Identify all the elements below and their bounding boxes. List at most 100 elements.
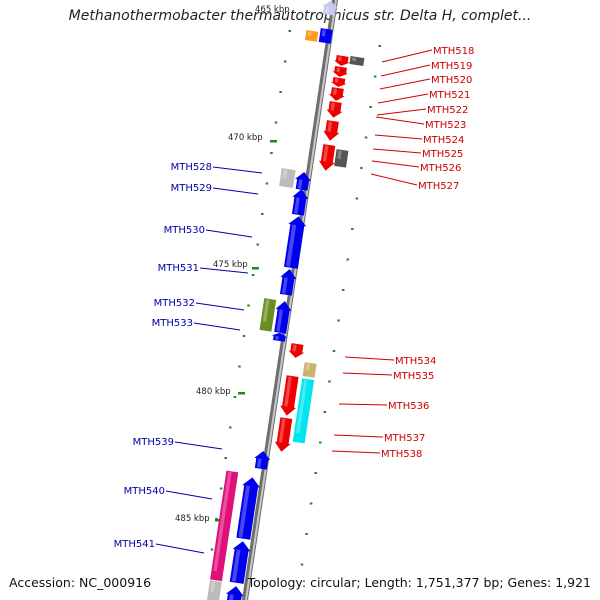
leader-MTH533 <box>193 322 241 331</box>
major-tick <box>215 519 222 522</box>
scale-labels: 465 kbp 470 kbp 475 kbp 480 kbp 485 kbp <box>175 5 290 524</box>
tick-mark <box>332 350 336 352</box>
gene-MTH518 <box>333 55 350 66</box>
gene-MTH540-m <box>210 470 239 582</box>
gene-MTH520 <box>332 66 349 77</box>
label-MTH539: MTH539 <box>133 437 174 448</box>
tick-mark <box>251 274 255 276</box>
leader-MTH529 <box>212 187 259 195</box>
tick-mark <box>300 563 304 566</box>
label-MTH518: MTH518 <box>433 46 474 57</box>
tick-mark <box>346 258 349 261</box>
gene-MTH536-b <box>292 378 315 444</box>
topology-text: Topology: circular; Length: 1,751,377 bp… <box>247 575 591 590</box>
leader-MTH540 <box>165 490 213 500</box>
leader-MTH532 <box>195 302 245 311</box>
tick-mark <box>229 426 232 429</box>
tick-mark <box>341 289 345 291</box>
leader-MTH527 <box>370 173 418 186</box>
gene-MTH529 <box>291 189 309 216</box>
leader-MTH536 <box>338 403 388 406</box>
tick-mark <box>265 182 269 185</box>
tick-mark <box>351 228 354 230</box>
major-tick <box>238 392 245 395</box>
label-MTH525: MTH525 <box>422 149 463 160</box>
gene-MTH523 <box>326 101 343 118</box>
label-MTH522: MTH522 <box>427 105 468 116</box>
tick-mark <box>247 304 250 307</box>
tick-mark <box>274 121 278 124</box>
label-MTH530: MTH530 <box>164 225 205 236</box>
gene-MTH539 <box>254 450 271 470</box>
tick-mark <box>224 457 227 459</box>
gene-MTH525 <box>318 144 336 171</box>
gene-MTH536 <box>280 375 299 416</box>
dna-backbone <box>241 0 339 600</box>
label-MTH535: MTH535 <box>393 371 434 382</box>
label-MTH533: MTH533 <box>152 318 193 329</box>
label-MTH534: MTH534 <box>395 356 436 367</box>
gene-MTH530 <box>283 216 307 269</box>
tick-mark <box>309 502 313 505</box>
gene-labels: MTH528 MTH529 MTH530 MTH531 MTH532 MTH533 MTH5… <box>114 46 475 550</box>
tick-mark <box>256 243 259 246</box>
scale-label: 470 kbp <box>228 133 263 143</box>
tick-mark <box>364 136 368 139</box>
leader-MTH519 <box>380 64 431 77</box>
scale-label: 475 kbp <box>213 260 248 270</box>
label-MTH524: MTH524 <box>423 135 464 146</box>
gene-MTH533-b <box>271 332 288 342</box>
gene-MTH528 <box>279 168 296 188</box>
leader-MTH537 <box>333 434 384 438</box>
gene-bottom-gray <box>207 580 222 600</box>
label-MTH527: MTH527 <box>418 181 459 192</box>
label-MTH531: MTH531 <box>158 263 199 274</box>
leader-MTH526 <box>371 160 420 168</box>
gene-features <box>207 0 365 600</box>
tick-mark <box>337 319 340 322</box>
scale-label: 485 kbp <box>175 514 210 524</box>
accession-text: Accession: NC_000916 <box>9 575 152 590</box>
tick-mark <box>288 30 291 32</box>
gene-MTH541 <box>229 541 251 584</box>
leader-MTH520 <box>379 78 431 90</box>
tick-mark <box>238 365 241 368</box>
label-MTH523: MTH523 <box>425 120 466 131</box>
backbone-highlight <box>244 0 338 600</box>
leader-MTH530 <box>205 229 253 238</box>
gene-top-b <box>318 28 333 44</box>
leader-MTH541 <box>155 543 205 554</box>
leader-MTH538 <box>331 450 381 454</box>
tick-mark <box>210 548 214 551</box>
leader-MTH531 <box>199 267 249 274</box>
tick-marks <box>210 30 381 566</box>
leader-MTH525 <box>372 148 422 154</box>
label-MTH520: MTH520 <box>431 75 472 86</box>
label-MTH526: MTH526 <box>420 163 461 174</box>
label-MTH532: MTH532 <box>154 298 195 309</box>
label-MTH536: MTH536 <box>388 401 429 412</box>
tick-mark <box>219 487 223 490</box>
gene-top-a <box>322 0 338 16</box>
label-MTH540: MTH540 <box>124 486 165 497</box>
label-MTH537: MTH537 <box>384 433 425 444</box>
gene-top-c <box>305 30 319 42</box>
tick-mark <box>270 152 273 154</box>
tick-mark <box>328 380 331 383</box>
tick-mark <box>314 472 317 474</box>
gene-MTH519 <box>349 56 365 67</box>
gene-MTH535 <box>302 362 317 378</box>
map-title: Methanothermobacter thermautotrophicus s… <box>68 8 532 24</box>
gene-MTH526 <box>334 149 349 168</box>
label-MTH538: MTH538 <box>381 449 422 460</box>
gene-MTH540 <box>236 477 261 540</box>
gene-MTH522 <box>328 87 345 101</box>
tick-mark <box>233 396 237 398</box>
tick-mark <box>373 75 377 78</box>
leader-MTH522 <box>376 108 427 116</box>
leader-MTH518 <box>381 49 433 63</box>
gene-MTH532 <box>259 298 277 332</box>
tick-mark <box>323 411 327 413</box>
tick-mark <box>261 213 264 215</box>
